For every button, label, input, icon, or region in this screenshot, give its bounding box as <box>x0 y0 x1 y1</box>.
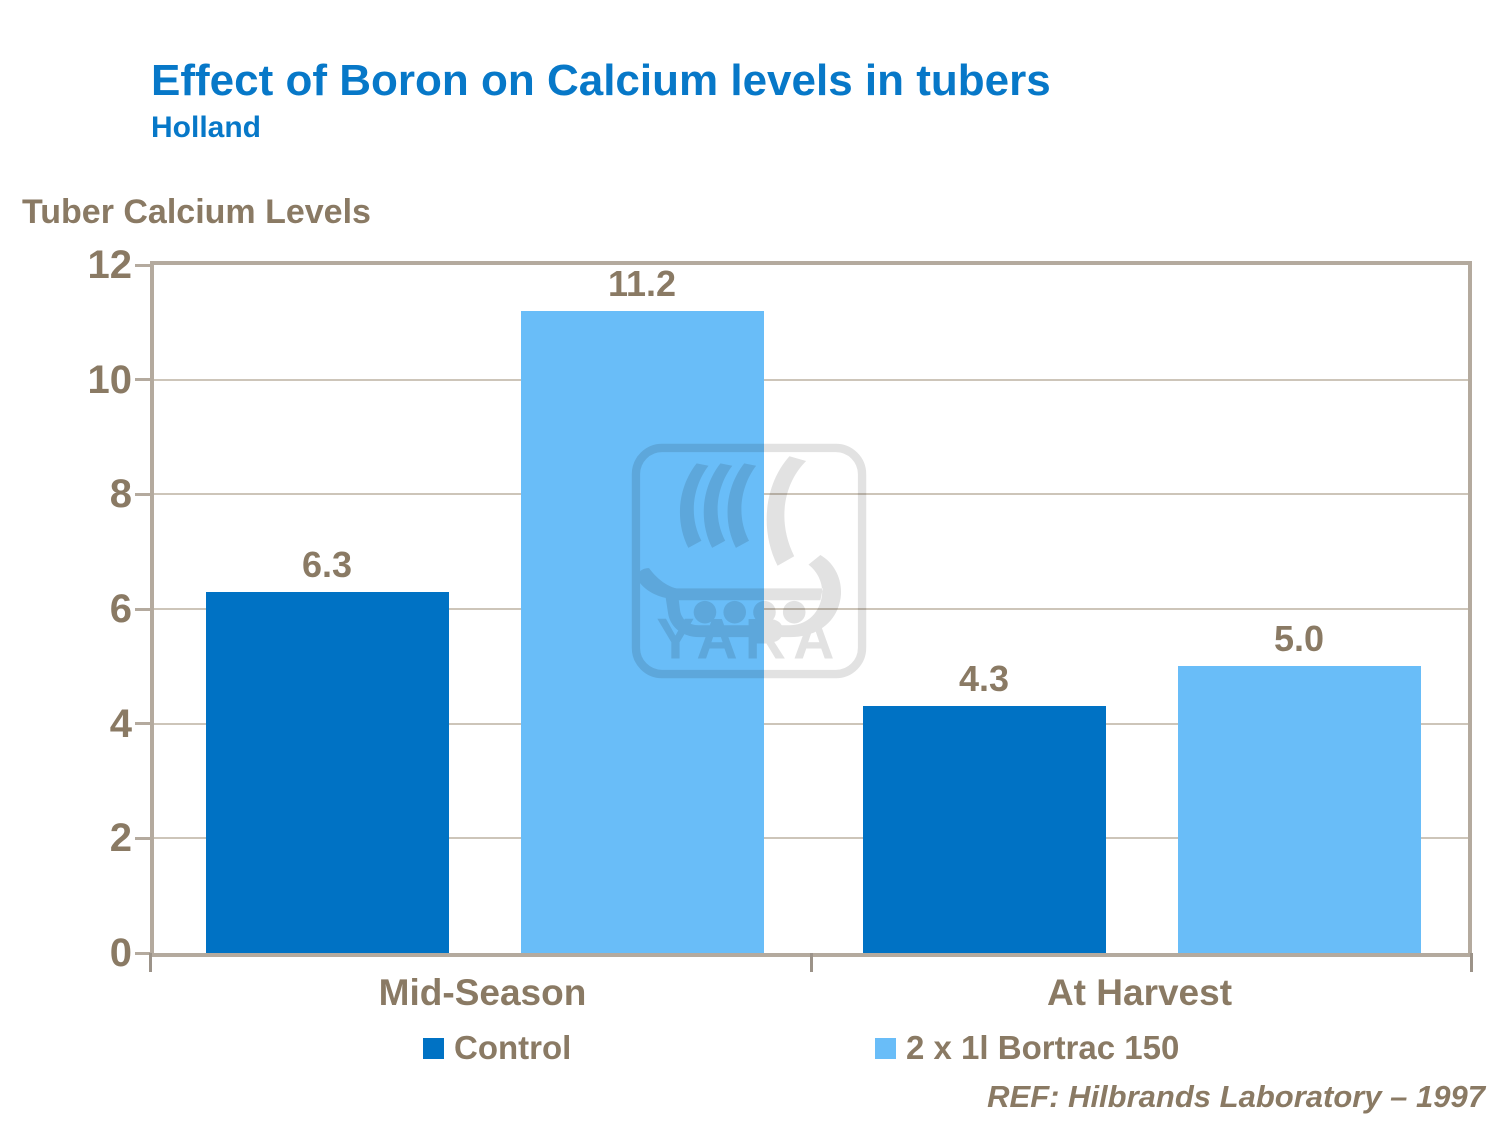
y-axis-tick-8 <box>135 492 150 496</box>
gridline-2 <box>154 837 1468 840</box>
legend-swatch-icon <box>423 1037 444 1059</box>
gridline-4 <box>154 722 1468 725</box>
y-axis-tick-12 <box>135 263 150 267</box>
legend-item-1: 2 x 1l Bortrac 150 <box>875 1029 1180 1066</box>
bar-2-mid-season <box>520 310 764 953</box>
chart-plot-area: 6.3 4.3 11.2 5.0 <box>150 261 1472 957</box>
gridline-10 <box>154 378 1468 381</box>
y-axis-tick-4 <box>135 722 150 726</box>
bar-2-at-harvest <box>1177 666 1421 953</box>
y-axis-label-4: 4 <box>109 701 132 746</box>
y-axis-tick-0 <box>135 951 150 955</box>
bar-control-at-harvest <box>862 706 1106 953</box>
y-axis-tick-2 <box>135 836 150 840</box>
slide-title: Effect of Boron on Calcium levels in tub… <box>151 56 1051 105</box>
bar-value-control-at-harvest: 4.3 <box>958 658 1010 700</box>
category-label-at-harvest: At Harvest <box>1046 972 1233 1013</box>
y-axis-label-6: 6 <box>109 587 132 631</box>
bar-value-control-mid-season: 6.3 <box>301 543 353 585</box>
legend-item-0: Control <box>423 1029 572 1066</box>
bar-value-2-mid-season: 11.2 <box>607 262 677 304</box>
y-axis-label-10: 10 <box>87 357 133 402</box>
y-axis-label-8: 8 <box>109 472 132 517</box>
x-axis-tick-0 <box>149 953 152 972</box>
legend-swatch-icon <box>875 1037 896 1059</box>
x-axis-tick-1 <box>809 953 813 972</box>
y-axis-label-0: 0 <box>109 931 132 975</box>
x-axis-tick-2 <box>1470 953 1473 972</box>
legend-label-1: 2 x 1l Bortrac 150 <box>906 1029 1180 1066</box>
legend-label-0: Control <box>454 1029 572 1066</box>
bar-control-mid-season <box>205 591 449 953</box>
y-axis-tick-10 <box>135 378 150 382</box>
y-axis-tick-6 <box>135 607 150 611</box>
y-axis-label-12: 12 <box>87 243 133 287</box>
reference-note: REF: Hilbrands Laboratory – 1997 <box>987 1079 1485 1114</box>
y-axis-title: Tuber Calcium Levels <box>22 193 371 231</box>
gridline-8 <box>154 493 1468 496</box>
y-axis-label-2: 2 <box>109 816 132 861</box>
bar-value-2-at-harvest: 5.0 <box>1273 618 1325 660</box>
category-label-mid-season: Mid-Season <box>378 972 587 1013</box>
slide-subtitle: Holland <box>151 111 261 144</box>
